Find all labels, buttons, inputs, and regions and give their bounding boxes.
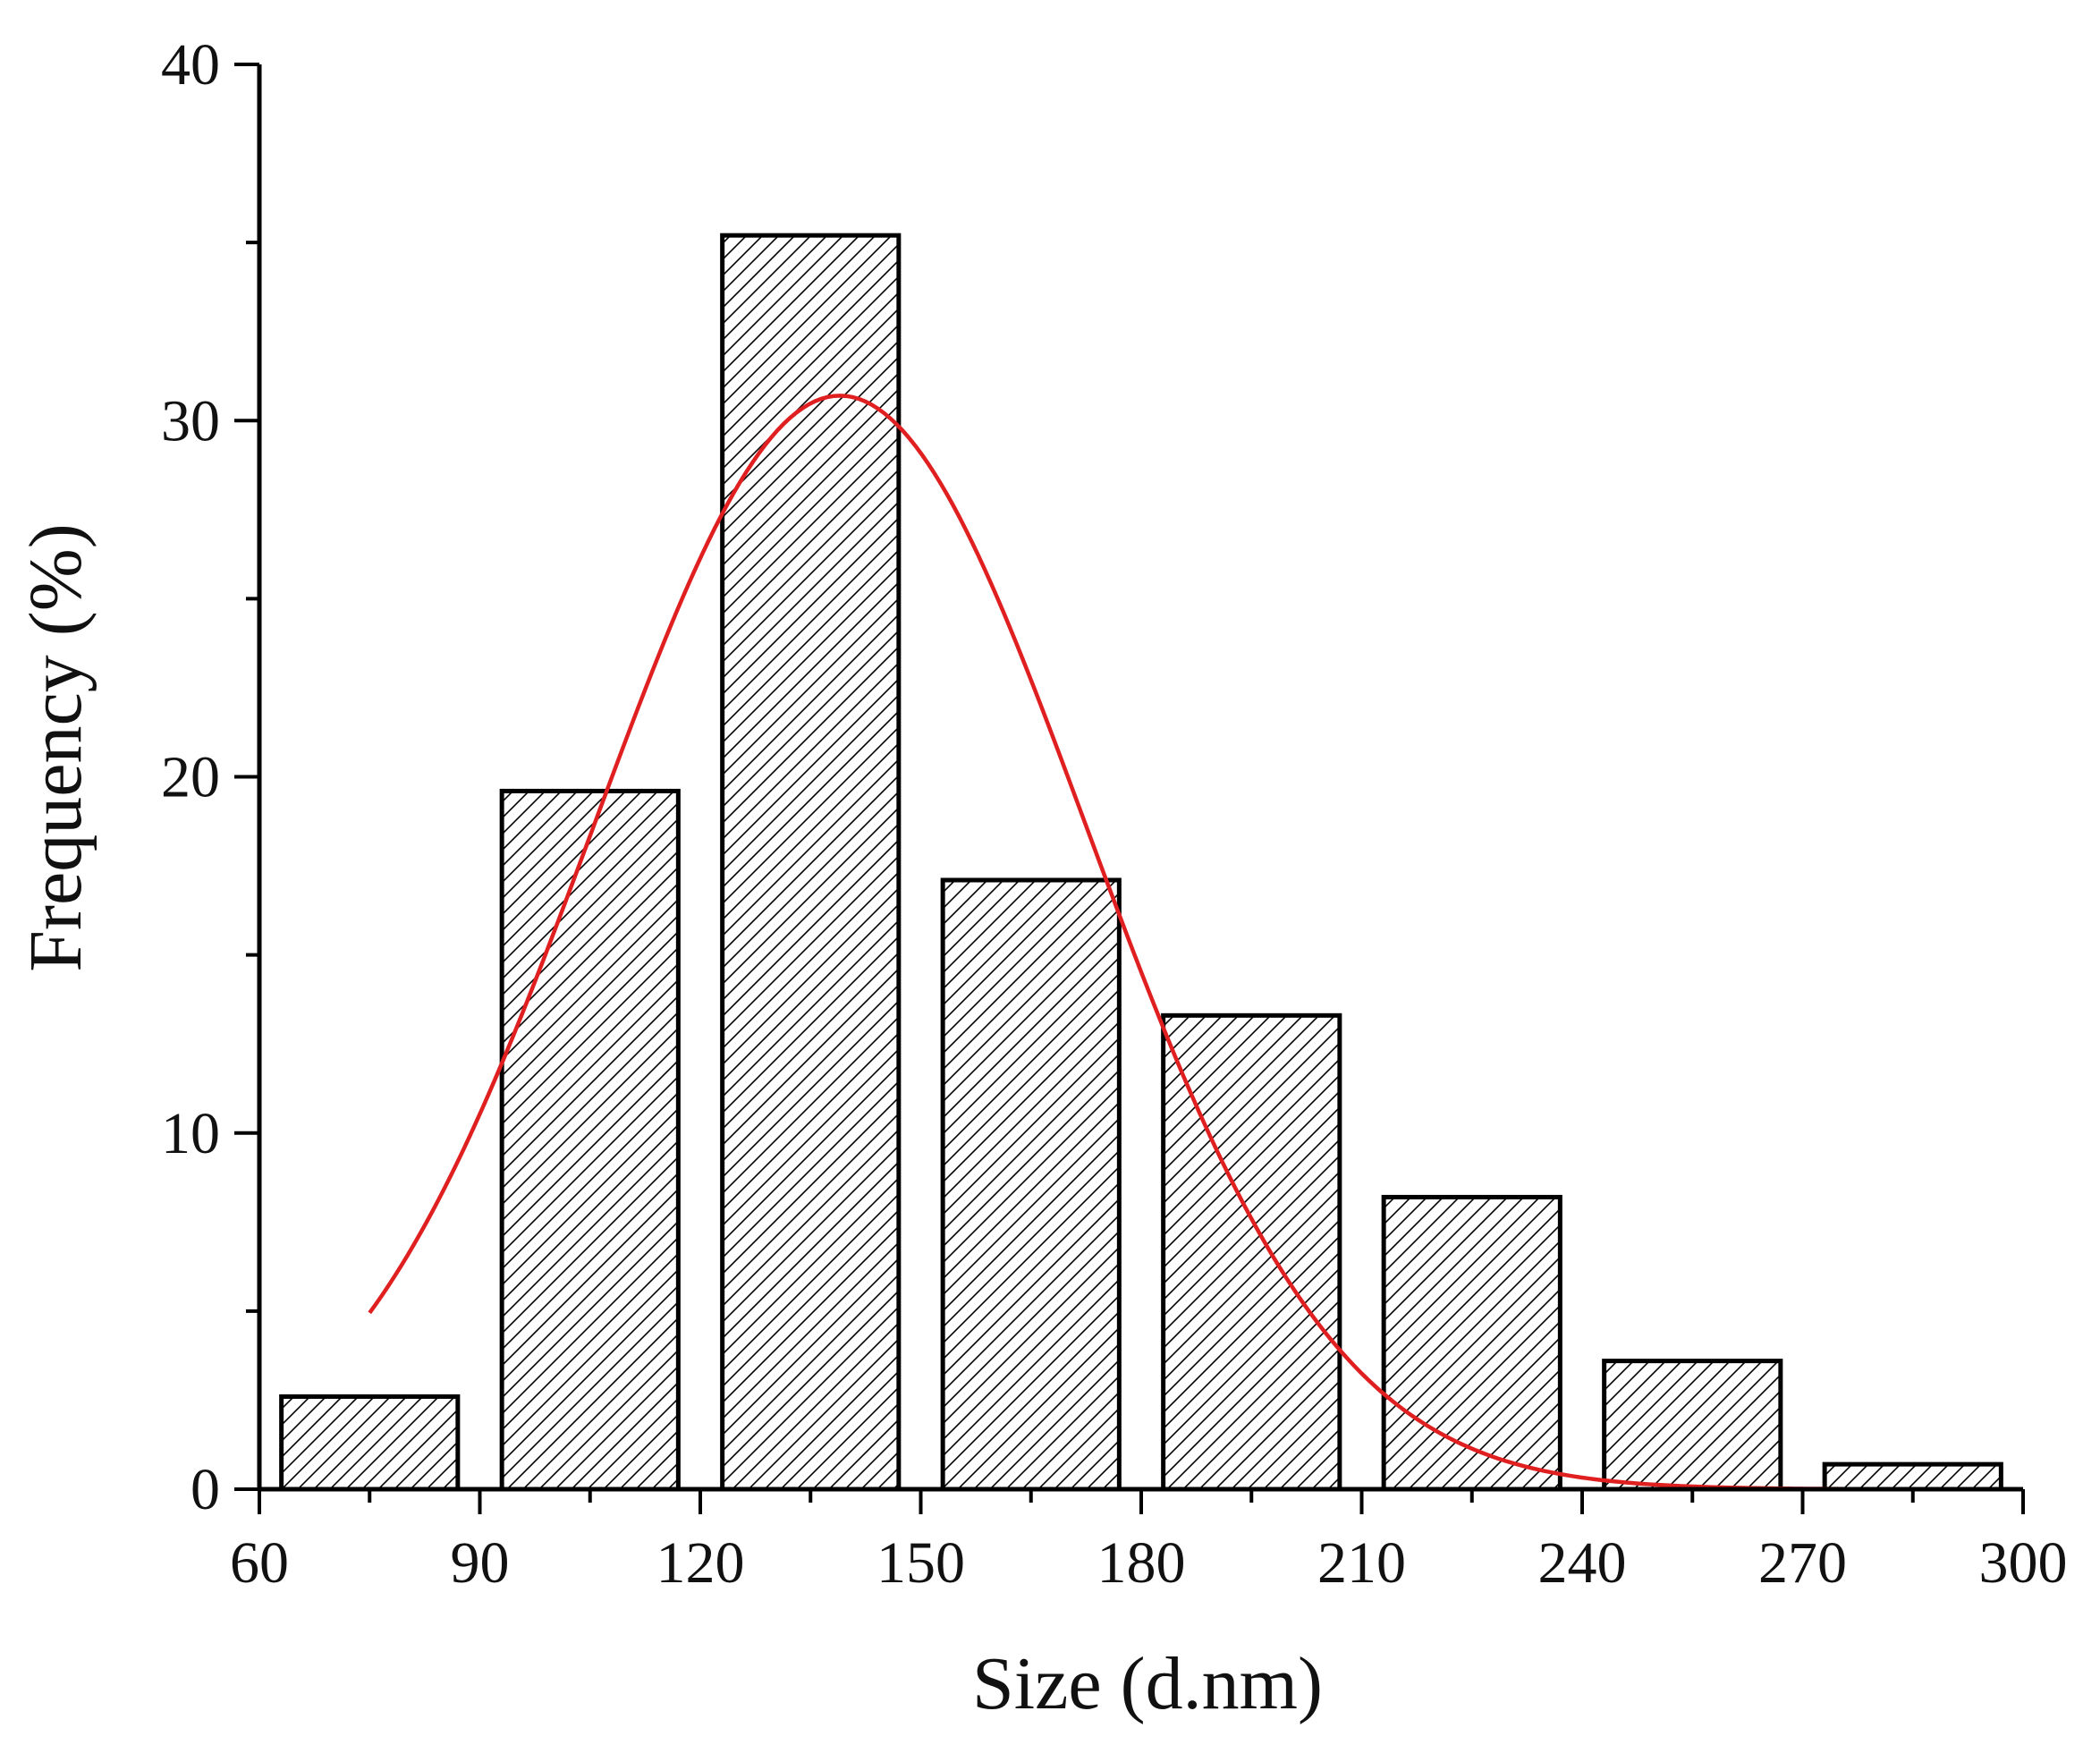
histogram-bar-3	[720, 233, 902, 1492]
x-tick-label: 90	[451, 1530, 510, 1596]
x-tick-label: 180	[1097, 1530, 1186, 1596]
fit-curve-layer	[368, 394, 1876, 1492]
histogram-bar-7	[1602, 1359, 1783, 1492]
y-tick-label: 30	[161, 388, 220, 453]
x-tick-label: 300	[1979, 1530, 2068, 1596]
x-axis-title: Size (d.nm)	[972, 1642, 1323, 1725]
histogram-bar-4	[940, 877, 1122, 1492]
y-axis-title: Frequency (%)	[14, 523, 97, 971]
y-tick-label: 40	[161, 32, 220, 97]
x-tick-label: 150	[876, 1530, 965, 1596]
histogram-bar-8	[1822, 1461, 2003, 1492]
gaussian-fit-curve	[368, 394, 1876, 1492]
x-tick-label: 120	[656, 1530, 745, 1596]
axes-layer: 60 90 120 150 180 210 240 270 300 0 10 20 30 40	[161, 32, 2068, 1596]
x-tick-label: 270	[1758, 1530, 1847, 1596]
y-tick-label: 0	[191, 1457, 220, 1522]
histogram-bar-1	[279, 1393, 461, 1492]
x-tick-label: 60	[230, 1530, 289, 1596]
histogram-bar-2	[499, 788, 681, 1492]
bars-layer	[279, 233, 2003, 1492]
y-tick-label: 20	[161, 745, 220, 810]
histogram-bar-6	[1381, 1194, 1562, 1492]
x-tick-label: 240	[1538, 1530, 1627, 1596]
y-tick-label: 10	[161, 1101, 220, 1166]
x-tick-label: 210	[1317, 1530, 1406, 1596]
